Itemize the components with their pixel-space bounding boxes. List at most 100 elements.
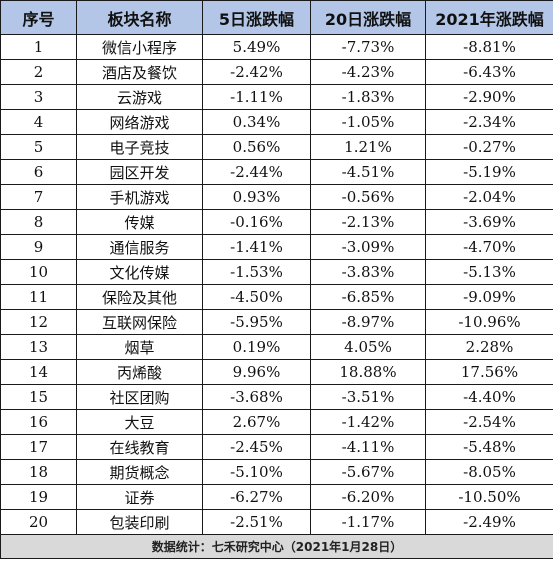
change-5day: -2.45%: [202, 434, 311, 460]
row-index: 2: [0, 59, 77, 85]
row-index: 10: [0, 259, 77, 285]
sector-name: 微信小程序: [76, 34, 203, 60]
table-row: 8 传媒 -0.16% -2.13% -3.69%: [0, 209, 553, 235]
table-row: 16 大豆 2.67% -1.42% -2.54%: [0, 409, 553, 435]
sector-name: 保险及其他: [76, 284, 203, 310]
change-5day: -4.50%: [202, 284, 311, 310]
sector-name: 包装印刷: [76, 509, 203, 535]
change-20day: -1.42%: [310, 409, 426, 435]
change-20day: -4.23%: [310, 59, 426, 85]
table-row: 2 酒店及餐饮 -2.42% -4.23% -6.43%: [0, 59, 553, 85]
change-20day: 1.21%: [310, 134, 426, 160]
table-row: 13 烟草 0.19% 4.05% 2.28%: [0, 334, 553, 360]
change-2021: -2.54%: [425, 409, 553, 435]
row-index: 17: [0, 434, 77, 460]
sector-name: 园区开发: [76, 159, 203, 185]
change-20day: -1.17%: [310, 509, 426, 535]
header-row: 序号 板块名称 5日涨跌幅 20日涨跌幅 2021年涨跌幅: [0, 0, 553, 35]
change-5day: 9.96%: [202, 359, 311, 385]
change-5day: 0.34%: [202, 109, 311, 135]
row-index: 6: [0, 159, 77, 185]
change-5day: 5.49%: [202, 34, 311, 60]
table-body: 1 微信小程序 5.49% -7.73% -8.81% 2 酒店及餐饮 -2.42% -4.23…: [0, 34, 553, 535]
change-2021: 17.56%: [425, 359, 553, 385]
change-20day: -7.73%: [310, 34, 426, 60]
header-2021-change: 2021年涨跌幅: [425, 0, 553, 35]
sector-name: 通信服务: [76, 234, 203, 260]
row-index: 14: [0, 359, 77, 385]
table-row: 19 证券 -6.27% -6.20% -10.50%: [0, 484, 553, 510]
change-2021: -10.96%: [425, 309, 553, 335]
change-20day: -4.51%: [310, 159, 426, 185]
change-5day: -5.10%: [202, 459, 311, 485]
sector-name: 酒店及餐饮: [76, 59, 203, 85]
change-20day: -5.67%: [310, 459, 426, 485]
change-2021: -8.05%: [425, 459, 553, 485]
change-5day: -2.42%: [202, 59, 311, 85]
row-index: 1: [0, 34, 77, 60]
change-5day: -2.44%: [202, 159, 311, 185]
sector-name: 丙烯酸: [76, 359, 203, 385]
change-5day: -3.68%: [202, 384, 311, 410]
row-index: 12: [0, 309, 77, 335]
table-row: 18 期货概念 -5.10% -5.67% -8.05%: [0, 459, 553, 485]
change-2021: -3.69%: [425, 209, 553, 235]
sector-name: 云游戏: [76, 84, 203, 110]
table-row: 10 文化传媒 -1.53% -3.83% -5.13%: [0, 259, 553, 285]
row-index: 5: [0, 134, 77, 160]
change-5day: 0.19%: [202, 334, 311, 360]
header-5day-change: 5日涨跌幅: [202, 0, 311, 35]
change-2021: -2.90%: [425, 84, 553, 110]
sector-name: 社区团购: [76, 384, 203, 410]
row-index: 4: [0, 109, 77, 135]
row-index: 7: [0, 184, 77, 210]
sector-name: 期货概念: [76, 459, 203, 485]
change-2021: -4.40%: [425, 384, 553, 410]
sector-name: 网络游戏: [76, 109, 203, 135]
change-2021: -2.34%: [425, 109, 553, 135]
table-row: 4 网络游戏 0.34% -1.05% -2.34%: [0, 109, 553, 135]
change-2021: -5.48%: [425, 434, 553, 460]
change-2021: -8.81%: [425, 34, 553, 60]
change-20day: -3.51%: [310, 384, 426, 410]
table-row: 6 园区开发 -2.44% -4.51% -5.19%: [0, 159, 553, 185]
change-20day: -3.83%: [310, 259, 426, 285]
change-5day: -1.41%: [202, 234, 311, 260]
row-index: 19: [0, 484, 77, 510]
row-index: 15: [0, 384, 77, 410]
sector-name: 证券: [76, 484, 203, 510]
sector-name: 手机游戏: [76, 184, 203, 210]
change-20day: 18.88%: [310, 359, 426, 385]
change-2021: -4.70%: [425, 234, 553, 260]
row-index: 9: [0, 234, 77, 260]
change-5day: -1.53%: [202, 259, 311, 285]
table-row: 15 社区团购 -3.68% -3.51% -4.40%: [0, 384, 553, 410]
header-sector-name: 板块名称: [76, 0, 203, 35]
change-20day: -0.56%: [310, 184, 426, 210]
table-row: 3 云游戏 -1.11% -1.83% -2.90%: [0, 84, 553, 110]
change-20day: -1.83%: [310, 84, 426, 110]
footer-row: 数据统计：七禾研究中心（2021年1月28日）: [0, 534, 553, 559]
change-2021: -5.19%: [425, 159, 553, 185]
change-5day: -5.95%: [202, 309, 311, 335]
change-5day: -6.27%: [202, 484, 311, 510]
change-20day: -4.11%: [310, 434, 426, 460]
table-row: 5 电子竞技 0.56% 1.21% -0.27%: [0, 134, 553, 160]
table-row: 17 在线教育 -2.45% -4.11% -5.48%: [0, 434, 553, 460]
change-2021: -9.09%: [425, 284, 553, 310]
change-2021: -2.04%: [425, 184, 553, 210]
change-5day: 2.67%: [202, 409, 311, 435]
change-2021: -0.27%: [425, 134, 553, 160]
header-index: 序号: [0, 0, 77, 35]
row-index: 20: [0, 509, 77, 535]
header-20day-change: 20日涨跌幅: [310, 0, 426, 35]
change-20day: -2.13%: [310, 209, 426, 235]
sector-name: 大豆: [76, 409, 203, 435]
table-row: 14 丙烯酸 9.96% 18.88% 17.56%: [0, 359, 553, 385]
row-index: 11: [0, 284, 77, 310]
sector-name: 互联网保险: [76, 309, 203, 335]
change-5day: 0.56%: [202, 134, 311, 160]
row-index: 3: [0, 84, 77, 110]
table-row: 11 保险及其他 -4.50% -6.85% -9.09%: [0, 284, 553, 310]
